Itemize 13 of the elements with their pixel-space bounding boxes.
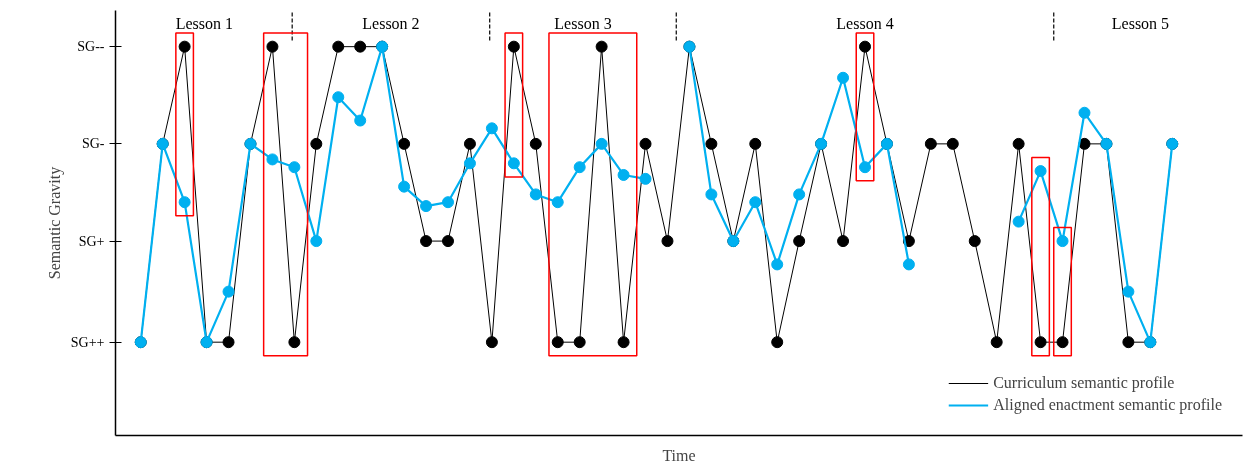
text: Lesson 3: [554, 14, 612, 32]
y-axis-title: Semantic Gravity: [45, 166, 64, 280]
legend-label: Curriculum semantic profile: [993, 374, 1175, 392]
text: SG++: [70, 334, 105, 350]
legend-label: Aligned enactment semantic profile: [993, 396, 1222, 414]
text: SG-: [81, 136, 105, 152]
text: Lesson 5: [1111, 14, 1170, 32]
x-axis-title: Time: [662, 446, 696, 464]
text: SG+: [78, 233, 105, 249]
text: Lesson 4: [836, 14, 894, 32]
text: SG--: [77, 39, 105, 55]
text: Lesson 2: [362, 14, 420, 32]
text: Lesson 1: [175, 14, 234, 32]
